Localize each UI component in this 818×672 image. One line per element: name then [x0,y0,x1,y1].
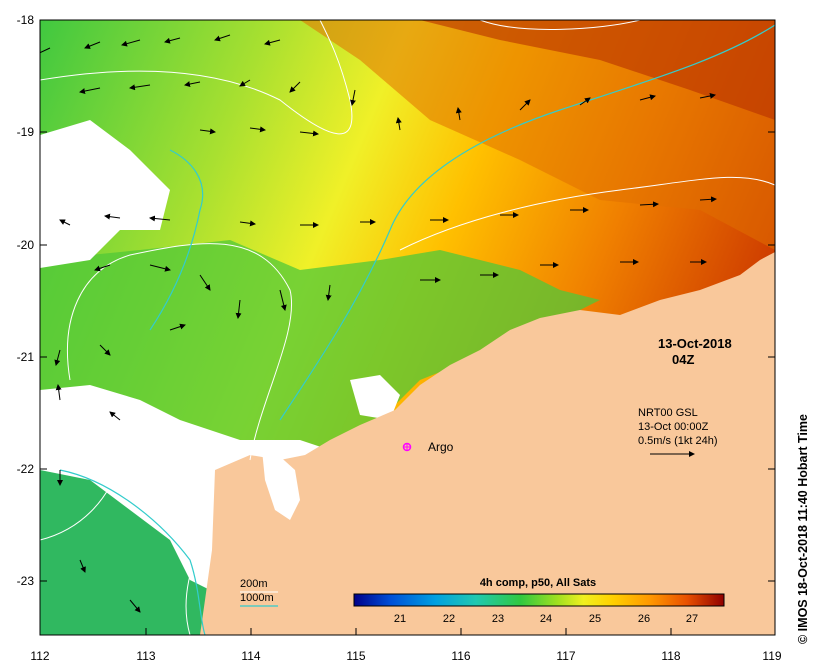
current-legend-line2: 13-Oct 00:00Z [638,421,709,433]
isobath-200-label: 200m [240,578,268,590]
isobath-200 [40,20,353,135]
colorbar-title: 4h comp, p50, All Sats [480,577,596,589]
x-axis [39,628,776,635]
date-label: 13-Oct-2018 [658,336,732,351]
y-axis [40,19,775,582]
isobath-legend: 200m 1000m [240,578,278,607]
current-legend-line3: 0.5m/s (1kt 24h) [638,435,717,447]
current-legend: NRT00 GSL 13-Oct 00:00Z 0.5m/s (1kt 24h) [638,407,717,457]
plot-frame [39,19,776,636]
colorbar-gradient [353,593,725,607]
land-mass [200,252,775,635]
isobath-1000-label: 1000m [240,592,274,604]
time-label: 04Z [672,352,694,367]
y-tick-label: -19 [17,125,35,139]
x-tick-label: 119 [762,649,781,663]
current-legend-line1: NRT00 GSL [638,407,698,419]
y-tick-label: -18 [17,13,35,27]
x-tick-label: 117 [556,649,575,663]
y-tick-label: -20 [17,238,35,252]
x-tick-label: 113 [136,649,155,663]
x-tick-label: 116 [451,649,470,663]
x-tick-label: 115 [346,649,365,663]
x-tick-label: 118 [661,649,680,663]
colorbar: 4h comp, p50, All Sats 21 22 23 24 25 26… [353,577,725,625]
colorbar-tick: 25 [589,613,601,625]
colorbar-tick: 22 [443,613,455,625]
y-tick-label: -23 [17,574,35,588]
cloud-gap [40,120,170,268]
current-vectors [40,34,717,613]
x-tick-label: 112 [30,649,49,663]
isobath-1000 [279,24,775,421]
colorbar-tick: 27 [686,613,698,625]
colorbar-tick: 23 [492,613,504,625]
y-tick-label: -22 [17,462,35,476]
y-tick-label: -21 [17,350,35,364]
credit-text: © IMOS 18-Oct-2018 11:40 Hobart Time [796,414,810,644]
argo-marker: Argo [402,440,454,454]
x-tick-label: 114 [241,649,260,663]
argo-label: Argo [428,440,454,454]
sst-field [40,20,775,635]
colorbar-tick: 26 [638,613,650,625]
colorbar-tick: 24 [540,613,552,625]
colorbar-tick: 21 [394,613,406,625]
